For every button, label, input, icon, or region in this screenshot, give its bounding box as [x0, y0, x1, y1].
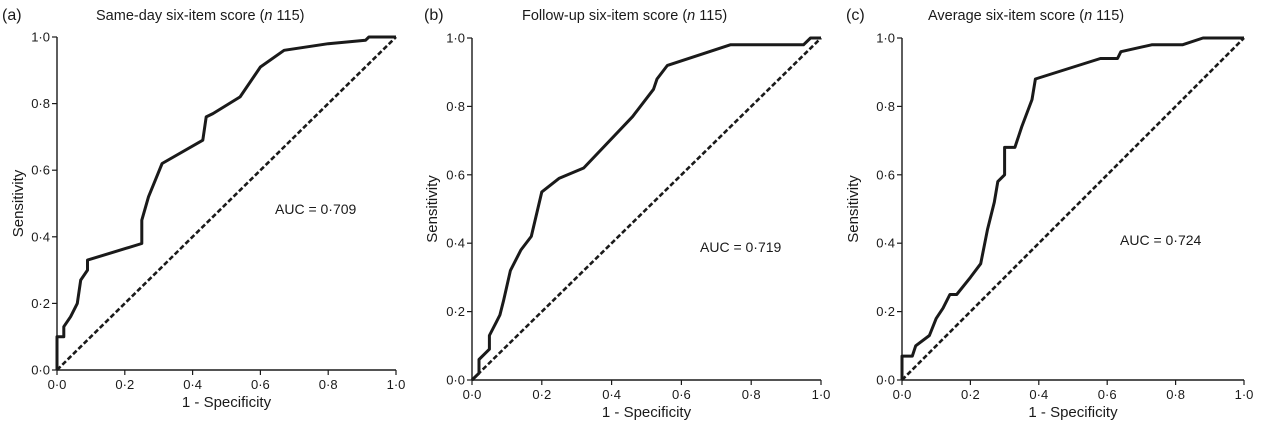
y-tick-label: 0·4: [876, 236, 895, 251]
y-tick-label: 0·0: [446, 373, 465, 388]
y-axis-label: Sensitivity: [845, 175, 862, 243]
y-tick-label: 0·4: [446, 236, 465, 251]
roc-chart-b: 0·0 0·2 0·4 0·6 0·8 1·0 0·0 0·2 0·4 0·6 0·8 1·0 1 - …: [424, 7, 831, 421]
y-tick-label: 0·4: [31, 229, 50, 244]
y-axis-label: Sensitivity: [424, 175, 441, 243]
y-tick-label: 0·8: [876, 99, 895, 114]
auc-annotation: AUC = 0·709: [275, 201, 357, 217]
y-tick-label: 0·6: [876, 167, 895, 182]
x-axis-label: 1 - Specificity: [1028, 404, 1118, 421]
panel-label: (b): [424, 7, 444, 24]
x-tick-label: 0·8: [742, 387, 761, 402]
panel-b: 0·0 0·2 0·4 0·6 0·8 1·0 0·0 0·2 0·4 0·6 0·8 1·0 1 - …: [421, 0, 842, 429]
x-tick-label: 1·0: [1235, 387, 1254, 402]
auc-annotation: AUC = 0·719: [700, 239, 782, 255]
y-tick-label: 0·2: [31, 296, 50, 311]
reference-diagonal-line: [56, 36, 397, 371]
y-tick-label: 1·0: [446, 31, 465, 46]
x-tick-label: 0·0: [48, 377, 67, 392]
y-tick-label: 0·0: [31, 363, 50, 378]
roc-curve: [55, 35, 396, 370]
x-tick-label: 1·0: [812, 387, 831, 402]
panel-label: (c): [846, 7, 865, 24]
x-tick-label: 0·6: [251, 377, 270, 392]
x-tick-label: 0·2: [115, 377, 134, 392]
y-tick-label: 0·0: [876, 373, 895, 388]
y-tick-label: 0·6: [31, 163, 50, 178]
x-tick-label: 0·8: [1166, 387, 1185, 402]
y-axis-label: Sensitivity: [10, 169, 27, 237]
y-tick-label: 1·0: [876, 31, 895, 46]
y-tick-label: 0·8: [31, 96, 50, 111]
panel-c: 0·0 0·2 0·4 0·6 0·8 1·0 0·0 0·2 0·4 0·6 0·8 1·0 1 - …: [842, 0, 1263, 429]
y-tick-label: 1·0: [31, 30, 50, 45]
roc-curve: [470, 36, 821, 382]
roc-chart-c: 0·0 0·2 0·4 0·6 0·8 1·0 0·0 0·2 0·4 0·6 0·8 1·0 1 - …: [845, 7, 1254, 421]
panel-a: 0·0 0·2 0·4 0·6 0·8 1·0 0·0 0·2 0·4 0·6 0·8 1·0 1 - …: [0, 0, 421, 429]
y-tick-label: 0·8: [446, 99, 465, 114]
x-tick-label: 0·4: [602, 387, 621, 402]
x-tick-label: 0·0: [893, 387, 912, 402]
x-axis-label: 1 - Specificity: [182, 394, 272, 411]
x-tick-label: 0·2: [532, 387, 551, 402]
x-tick-label: 0·2: [961, 387, 980, 402]
x-tick-label: 0·4: [1029, 387, 1048, 402]
x-tick-label: 0·6: [672, 387, 691, 402]
x-axis-label: 1 - Specificity: [602, 404, 692, 421]
x-tick-label: 1·0: [387, 377, 406, 392]
x-tick-label: 0·8: [319, 377, 338, 392]
reference-diagonal-line: [471, 37, 822, 381]
panel-title: Average six-item score (n 115): [928, 8, 1124, 24]
auc-annotation: AUC = 0·724: [1120, 232, 1202, 248]
roc-curve: [900, 36, 1244, 380]
x-tick-label: 0·6: [1098, 387, 1117, 402]
x-tick-label: 0·0: [463, 387, 482, 402]
x-tick-label: 0·4: [183, 377, 202, 392]
panel-title: Follow-up six-item score (n 115): [522, 8, 727, 24]
panel-title: Same-day six-item score (n 115): [96, 8, 304, 24]
y-tick-label: 0·2: [876, 304, 895, 319]
y-tick-label: 0·6: [446, 167, 465, 182]
panel-label: (a): [2, 7, 22, 24]
reference-diagonal-line: [901, 37, 1245, 381]
y-tick-label: 0·2: [446, 304, 465, 319]
roc-chart-a: 0·0 0·2 0·4 0·6 0·8 1·0 0·0 0·2 0·4 0·6 0·8 1·0 1 - …: [2, 7, 406, 411]
